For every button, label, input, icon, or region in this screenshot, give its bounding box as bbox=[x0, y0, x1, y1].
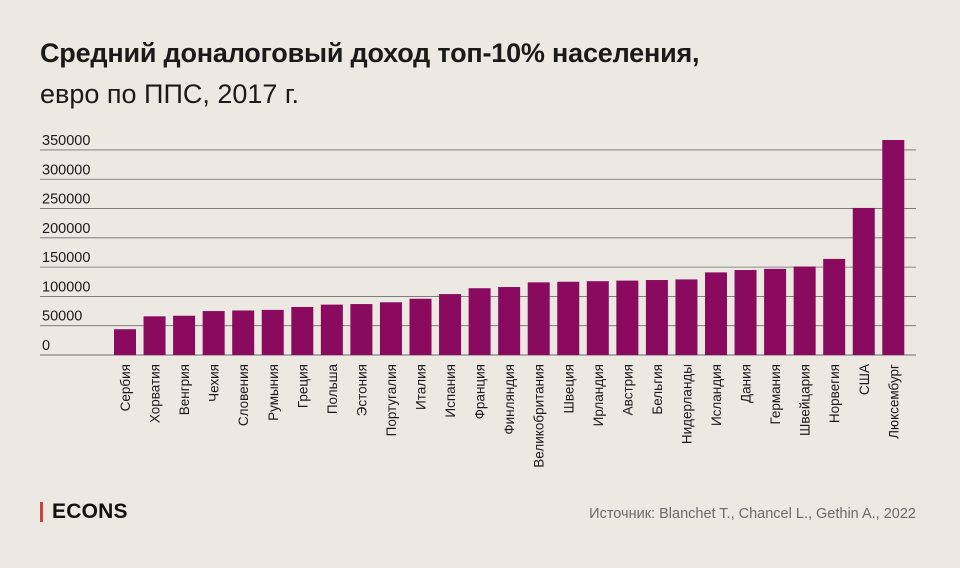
bar bbox=[645, 280, 668, 355]
bar bbox=[793, 266, 816, 355]
x-tick-label: Испания bbox=[443, 364, 458, 418]
source-note: Источник: Blanchet T., Chancel L., Gethi… bbox=[589, 506, 916, 522]
x-tick-label: Швейцария bbox=[798, 364, 813, 436]
x-tick-label: Эстония bbox=[354, 364, 369, 416]
x-tick-label: США bbox=[857, 364, 872, 395]
x-tick-label: Ирландия bbox=[591, 364, 606, 426]
bar bbox=[350, 304, 373, 355]
chart-subtitle: евро по ППС, 2017 г. bbox=[40, 79, 299, 109]
x-tick-label: Чехия bbox=[207, 364, 222, 402]
bar bbox=[882, 140, 905, 355]
bar bbox=[675, 279, 698, 355]
bar bbox=[173, 315, 196, 355]
bar bbox=[468, 288, 491, 355]
x-tick-label: Сербия bbox=[118, 364, 133, 411]
x-tick-label: Венгрия bbox=[177, 364, 192, 415]
x-tick-label: Бельгия bbox=[650, 364, 665, 415]
bar bbox=[616, 280, 639, 355]
x-tick-label: Румыния bbox=[266, 364, 281, 421]
bar bbox=[764, 268, 787, 355]
logo-text: ECONS bbox=[52, 500, 128, 523]
x-tick-label: Люксембург bbox=[886, 364, 901, 439]
bar bbox=[379, 302, 402, 355]
x-tick-label: Словения bbox=[236, 364, 251, 426]
bar bbox=[705, 272, 727, 355]
bar bbox=[114, 329, 136, 355]
bar bbox=[320, 304, 343, 355]
logo-accent-bar bbox=[40, 502, 43, 522]
bar bbox=[291, 306, 314, 355]
bar bbox=[439, 294, 462, 355]
chart-title: Средний доналоговый доход топ-10% населе… bbox=[40, 38, 700, 68]
y-tick-label: 250000 bbox=[42, 192, 90, 208]
bar bbox=[557, 281, 580, 355]
bar bbox=[143, 316, 166, 355]
y-tick-label: 50000 bbox=[42, 309, 82, 325]
x-tick-label: Греция bbox=[295, 364, 310, 408]
y-tick-label: 100000 bbox=[42, 279, 90, 295]
x-tick-label: Финляндия bbox=[502, 364, 517, 435]
x-tick-label: Норвегия bbox=[827, 364, 842, 423]
y-tick-label: 200000 bbox=[42, 221, 90, 237]
x-tick-label: Италия bbox=[414, 364, 429, 410]
y-tick-label: 300000 bbox=[42, 162, 90, 178]
x-tick-label: Франция bbox=[473, 364, 488, 419]
x-tick-label: Германия bbox=[768, 364, 783, 425]
bar bbox=[852, 207, 875, 355]
bar-chart: 0 50000 100000 150000 200000 250000 300000 3500… bbox=[40, 133, 916, 468]
bar bbox=[232, 310, 255, 355]
y-tick-label: 350000 bbox=[42, 133, 90, 149]
bar bbox=[202, 311, 225, 355]
x-tick-label: Нидерланды bbox=[679, 364, 694, 444]
x-tick-label: Исландия bbox=[709, 364, 724, 426]
x-tick-label: Португалия bbox=[384, 364, 399, 436]
x-tick-label: Польша bbox=[325, 364, 340, 415]
bar bbox=[498, 287, 521, 355]
econs-logo: ECONS bbox=[40, 500, 128, 524]
x-tick-label: Швеция bbox=[561, 364, 576, 414]
bar bbox=[823, 258, 846, 355]
bar bbox=[734, 270, 757, 355]
bar bbox=[409, 298, 432, 355]
y-tick-label: 150000 bbox=[42, 250, 90, 266]
x-tick-label: Австрия bbox=[620, 364, 635, 415]
bar bbox=[527, 282, 550, 355]
bar bbox=[261, 309, 284, 355]
x-tick-label: Дания bbox=[739, 364, 754, 403]
y-tick-label: 0 bbox=[42, 338, 50, 354]
x-tick-label: Хорватия bbox=[148, 364, 163, 423]
bar bbox=[586, 281, 609, 355]
x-tick-label: Великобритания bbox=[532, 364, 547, 468]
